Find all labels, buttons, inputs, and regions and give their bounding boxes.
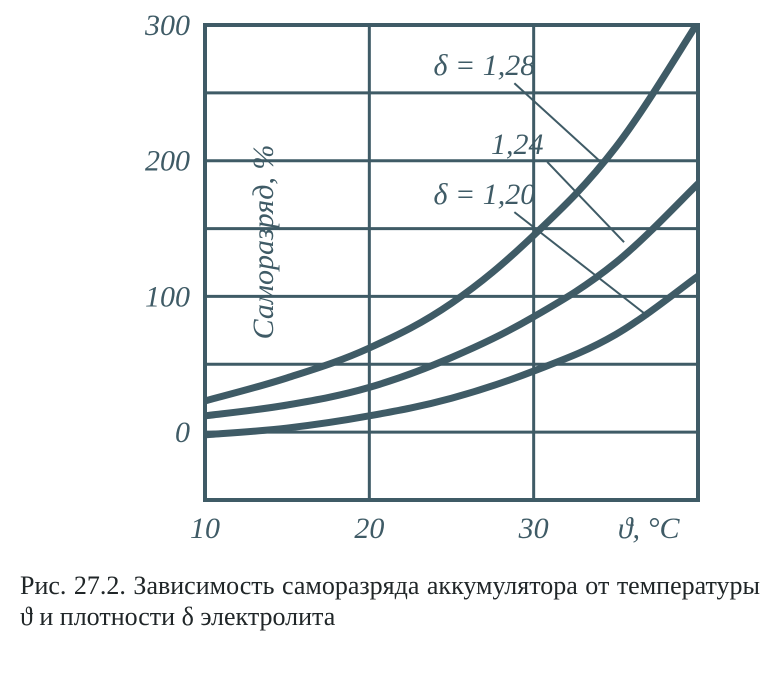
y-tick-label: 200	[145, 145, 190, 178]
series-annotation: δ = 1,20	[434, 178, 536, 211]
y-tick-label: 100	[145, 280, 190, 313]
chart-svg: 10 20 30 ϑ, °C 0 100 200 300 δ = 1,28 1,24 δ = 1,2…	[0, 0, 778, 580]
x-tick-label: 30	[518, 512, 549, 545]
x-axis-label: ϑ, °C	[618, 512, 681, 545]
series-annotation: 1,24	[491, 128, 544, 161]
x-tick-label: 20	[354, 512, 384, 545]
y-tick-label: 300	[144, 9, 190, 42]
figure: 10 20 30 ϑ, °C 0 100 200 300 δ = 1,28 1,24 δ = 1,2…	[0, 0, 778, 673]
series-annotation: δ = 1,28	[434, 49, 536, 82]
y-tick-label: 0	[175, 416, 190, 449]
y-axis-label: Саморазряд, %	[247, 28, 281, 456]
x-tick-label: 10	[190, 512, 220, 545]
figure-caption: Рис. 27.2. Зависимость саморазряда аккум…	[20, 570, 760, 632]
